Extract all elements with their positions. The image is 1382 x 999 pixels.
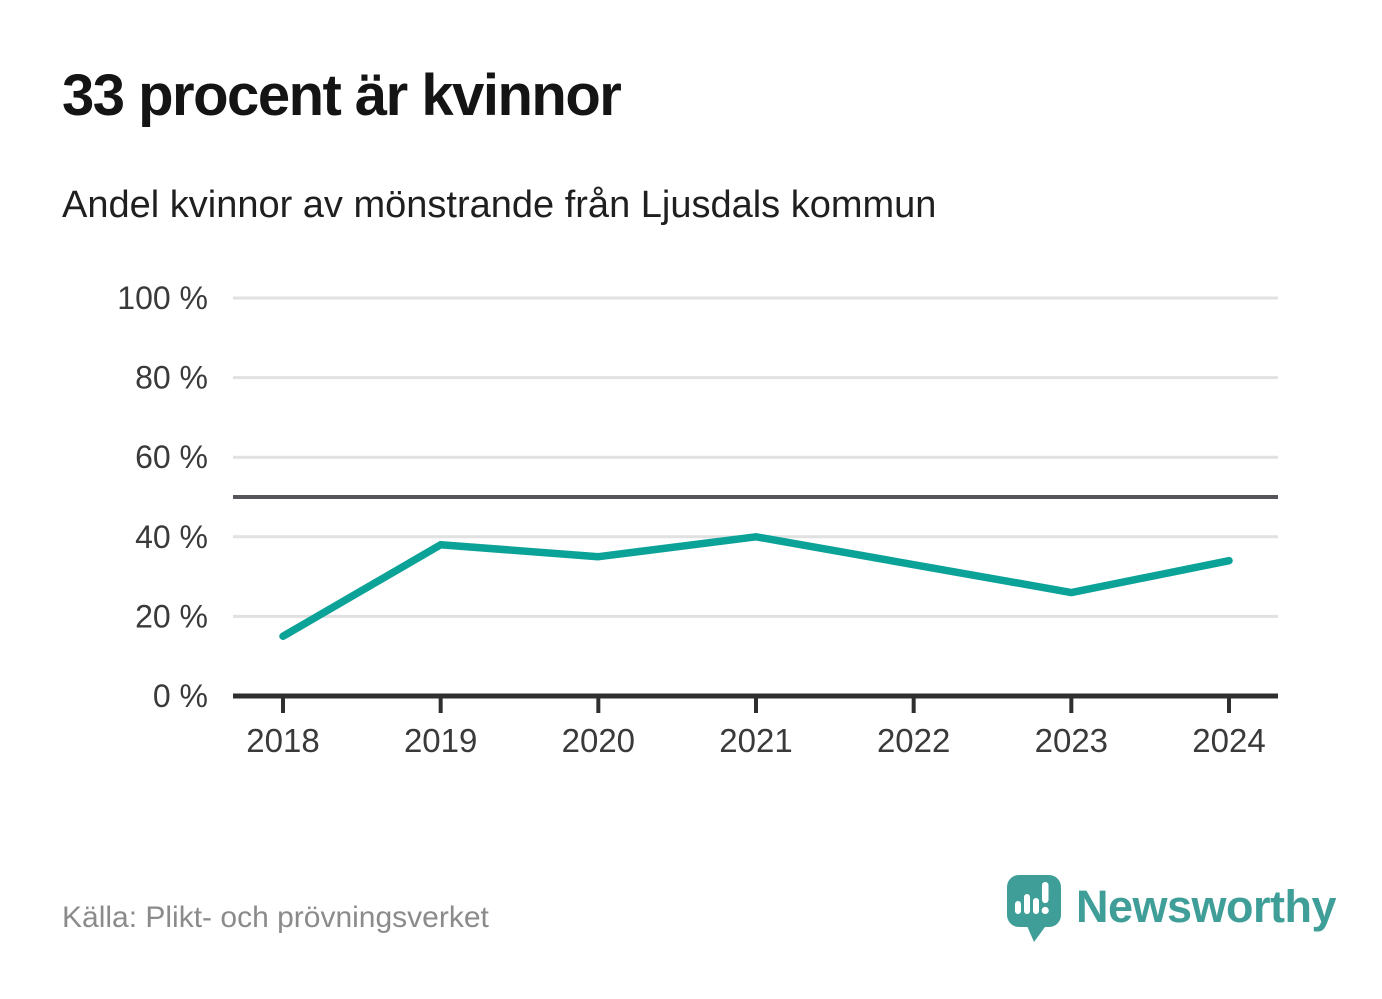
chart-subtitle: Andel kvinnor av mönstrande från Ljusdal…	[62, 184, 937, 226]
x-tick-label-2023: 2023	[1035, 722, 1108, 759]
bar-chart-glyph	[1015, 882, 1049, 915]
exclamation-dot	[1041, 906, 1049, 915]
newsworthy-logo: Newsworthy	[1006, 872, 1337, 952]
newsworthy-wordmark: Newsworthy	[1076, 881, 1337, 932]
y-tick-label-40: 40 %	[135, 519, 208, 555]
y-tick-label-80: 80 %	[135, 360, 208, 396]
exclamation-stem	[1042, 882, 1049, 903]
y-tick-label-20: 20 %	[135, 598, 208, 634]
data-line-Andel kvinnor (%)	[279, 533, 1233, 641]
x-tick-label-2018: 2018	[246, 722, 319, 759]
x-tick-label-2024: 2024	[1192, 722, 1265, 759]
x-tick-label-2022: 2022	[877, 722, 950, 759]
x-tick-label-2019: 2019	[404, 722, 477, 759]
page-title: 33 procent är kvinnor	[62, 63, 622, 128]
y-tick-label-0: 0 %	[153, 678, 208, 714]
y-tick-label-100: 100 %	[117, 280, 208, 316]
newsworthy-logo-icon	[1007, 875, 1061, 942]
y-tick-label-60: 60 %	[135, 439, 208, 475]
x-tick-label-2020: 2020	[562, 722, 635, 759]
source-label: Källa: Plikt- och prövningsverket	[62, 901, 489, 934]
x-tick-label-2021: 2021	[719, 722, 792, 759]
line-chart: 0 % 20 % 40 % 60 % 80 % 100 % 2018 2019 2020 2021…	[117, 280, 1278, 759]
